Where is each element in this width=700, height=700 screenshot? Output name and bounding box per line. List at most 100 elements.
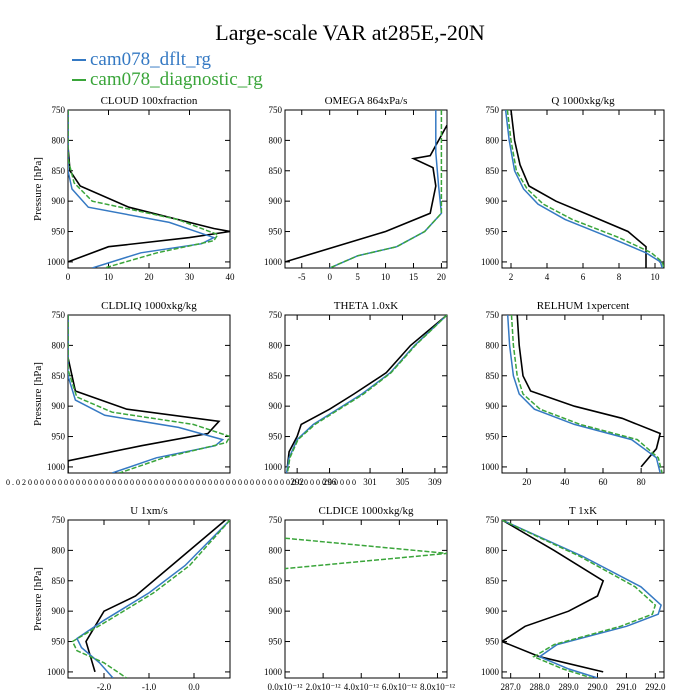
y-tick-label: 950 bbox=[486, 227, 500, 237]
panel-6: RELHUM 1xpercent 750 800 850 900 950 1000 20 40 6… bbox=[481, 300, 665, 487]
panel-8: CLDICE 1000xkg/kg 750 800 850 900 950 1000 0.0x… bbox=[264, 505, 455, 692]
y-tick-label: 950 bbox=[269, 432, 283, 442]
diagnostic-line bbox=[71, 520, 230, 678]
y-tick-label: 850 bbox=[486, 371, 500, 381]
y-tick-label: 950 bbox=[269, 227, 283, 237]
x-tick-label: 289.0 bbox=[558, 682, 579, 692]
obs-line bbox=[85, 520, 227, 673]
x-tick-label: 0.0 bbox=[188, 682, 200, 692]
obs-line bbox=[286, 315, 447, 467]
obs-line bbox=[516, 315, 662, 468]
y-tick-label: 800 bbox=[52, 135, 66, 145]
panel-series bbox=[285, 537, 447, 570]
y-tick-label: 800 bbox=[52, 545, 66, 555]
y-tick-label: 800 bbox=[52, 340, 66, 350]
y-tick-label: 850 bbox=[486, 576, 500, 586]
y-tick-label: 750 bbox=[269, 105, 283, 115]
legend-line-dflt bbox=[72, 59, 86, 61]
y-axis-label: Pressure [hPa] bbox=[32, 567, 44, 631]
dflt-line bbox=[504, 110, 663, 268]
y-tick-label: 750 bbox=[486, 310, 500, 320]
y-tick-label: 750 bbox=[269, 515, 283, 525]
diagnostic-line bbox=[68, 110, 219, 268]
y-tick-label: 1000 bbox=[481, 462, 500, 472]
y-tick-label: 750 bbox=[486, 105, 500, 115]
y-tick-label: 850 bbox=[269, 166, 283, 176]
y-tick-label: 850 bbox=[269, 371, 283, 381]
y-tick-label: 850 bbox=[486, 166, 500, 176]
dflt-line bbox=[68, 315, 225, 473]
dflt-line bbox=[506, 315, 661, 473]
x-tick-label: 290.0 bbox=[587, 682, 608, 692]
y-tick-label: 1000 bbox=[47, 257, 66, 267]
x-tick-label: 292.0 bbox=[645, 682, 666, 692]
legend-item-diagnostic: cam078_diagnostic_rg bbox=[72, 70, 263, 90]
x-tick-label: 20 bbox=[522, 477, 532, 487]
y-tick-label: 950 bbox=[486, 432, 500, 442]
x-tick-label: 291.0 bbox=[616, 682, 637, 692]
y-tick-label: 1000 bbox=[481, 667, 500, 677]
x-tick-label: 0.02000000000000000000000000000000000000… bbox=[6, 478, 356, 487]
y-tick-label: 900 bbox=[269, 196, 283, 206]
panel-frame bbox=[501, 519, 665, 679]
y-tick-label: 900 bbox=[52, 606, 66, 616]
panel-series bbox=[71, 520, 230, 678]
dflt-line bbox=[76, 520, 230, 678]
x-tick-label: 0.0x10⁻¹² bbox=[268, 682, 303, 692]
y-tick-label: 750 bbox=[269, 310, 283, 320]
y-tick-label: 1000 bbox=[264, 667, 283, 677]
x-tick-label: 6 bbox=[581, 272, 586, 282]
x-tick-label: 2 bbox=[509, 272, 514, 282]
x-tick-label: 20 bbox=[145, 272, 155, 282]
obs-line bbox=[285, 124, 447, 263]
x-tick-label: 287.0 bbox=[501, 682, 522, 692]
panel-series bbox=[502, 520, 662, 678]
x-tick-label: 5 bbox=[355, 272, 360, 282]
y-tick-label: 850 bbox=[52, 371, 66, 381]
x-tick-label: 8 bbox=[617, 272, 622, 282]
x-tick-label: 301 bbox=[363, 477, 377, 487]
x-tick-label: 0 bbox=[327, 272, 332, 282]
x-tick-label: 296 bbox=[323, 477, 337, 487]
y-tick-label: 950 bbox=[52, 637, 66, 647]
x-tick-label: 8.0x10⁻¹² bbox=[420, 682, 455, 692]
panel-frame bbox=[67, 314, 231, 474]
panel-5: THETA 1.0xK 750 800 850 900 950 1000 292 296 301 3… bbox=[264, 300, 448, 487]
diagnostic-line bbox=[286, 315, 447, 473]
x-tick-label: 40 bbox=[226, 272, 236, 282]
y-tick-label: 800 bbox=[269, 340, 283, 350]
obs-line bbox=[502, 520, 605, 673]
y-tick-label: 1000 bbox=[47, 462, 66, 472]
panel-frame bbox=[501, 314, 665, 474]
y-tick-label: 850 bbox=[52, 576, 66, 586]
x-tick-label: 0 bbox=[66, 272, 71, 282]
panel-frame bbox=[284, 109, 448, 269]
panel-series bbox=[506, 315, 663, 473]
x-tick-label: 10 bbox=[381, 272, 391, 282]
x-tick-label: 292 bbox=[290, 477, 304, 487]
y-tick-label: 750 bbox=[52, 105, 66, 115]
panel-frame bbox=[501, 109, 665, 269]
x-tick-label: 20 bbox=[437, 272, 447, 282]
y-tick-label: 850 bbox=[52, 166, 66, 176]
panel-frame bbox=[284, 519, 448, 679]
panel-7: U 1xm/s 750 800 850 900 950 1000 -2.0 -1.0 0.0 Pre… bbox=[32, 505, 231, 692]
panel-title: RELHUM 1xpercent bbox=[537, 300, 630, 312]
y-tick-label: 750 bbox=[52, 515, 66, 525]
x-tick-label: -2.0 bbox=[97, 682, 112, 692]
x-tick-label: 4.0x10⁻¹² bbox=[344, 682, 379, 692]
panel-4: CLDLIQ 1000xkg/kg 750 800 850 900 950 1000 0.02… bbox=[6, 300, 356, 487]
obs-line bbox=[510, 110, 647, 268]
panel-title: T 1xK bbox=[569, 505, 597, 517]
panel-title: CLDICE 1000xkg/kg bbox=[318, 505, 414, 517]
dflt-line bbox=[285, 315, 447, 473]
x-tick-label: 40 bbox=[560, 477, 570, 487]
x-tick-label: 10 bbox=[651, 272, 661, 282]
y-tick-label: 900 bbox=[486, 196, 500, 206]
y-tick-label: 1000 bbox=[264, 257, 283, 267]
legend-label-dflt: cam078_dflt_rg bbox=[90, 49, 212, 70]
diagnostic-line bbox=[285, 537, 447, 570]
x-tick-label: 60 bbox=[599, 477, 609, 487]
legend-item-dflt: cam078_dflt_rg bbox=[72, 50, 263, 70]
